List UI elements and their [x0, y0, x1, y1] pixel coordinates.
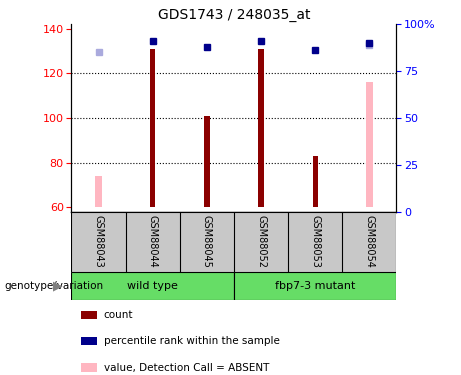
- Text: GSM88045: GSM88045: [202, 215, 212, 268]
- Text: wild type: wild type: [127, 281, 178, 291]
- Title: GDS1743 / 248035_at: GDS1743 / 248035_at: [158, 8, 310, 22]
- Text: fbp7-3 mutant: fbp7-3 mutant: [275, 281, 355, 291]
- Text: percentile rank within the sample: percentile rank within the sample: [104, 336, 280, 346]
- Bar: [150, 49, 155, 207]
- Text: genotype/variation: genotype/variation: [5, 281, 104, 291]
- Bar: [204, 116, 210, 207]
- Text: ▶: ▶: [53, 279, 62, 292]
- Text: value, Detection Call = ABSENT: value, Detection Call = ABSENT: [104, 363, 269, 372]
- Bar: [234, 272, 396, 300]
- Text: GSM88043: GSM88043: [94, 216, 104, 268]
- Bar: [313, 156, 318, 207]
- Bar: [95, 176, 102, 207]
- Text: GSM88054: GSM88054: [364, 215, 374, 268]
- Text: GSM88052: GSM88052: [256, 215, 266, 268]
- Text: GSM88044: GSM88044: [148, 216, 158, 268]
- Bar: [258, 49, 264, 207]
- Text: count: count: [104, 310, 133, 320]
- Bar: [71, 272, 234, 300]
- Bar: [366, 82, 373, 207]
- Text: GSM88053: GSM88053: [310, 215, 320, 268]
